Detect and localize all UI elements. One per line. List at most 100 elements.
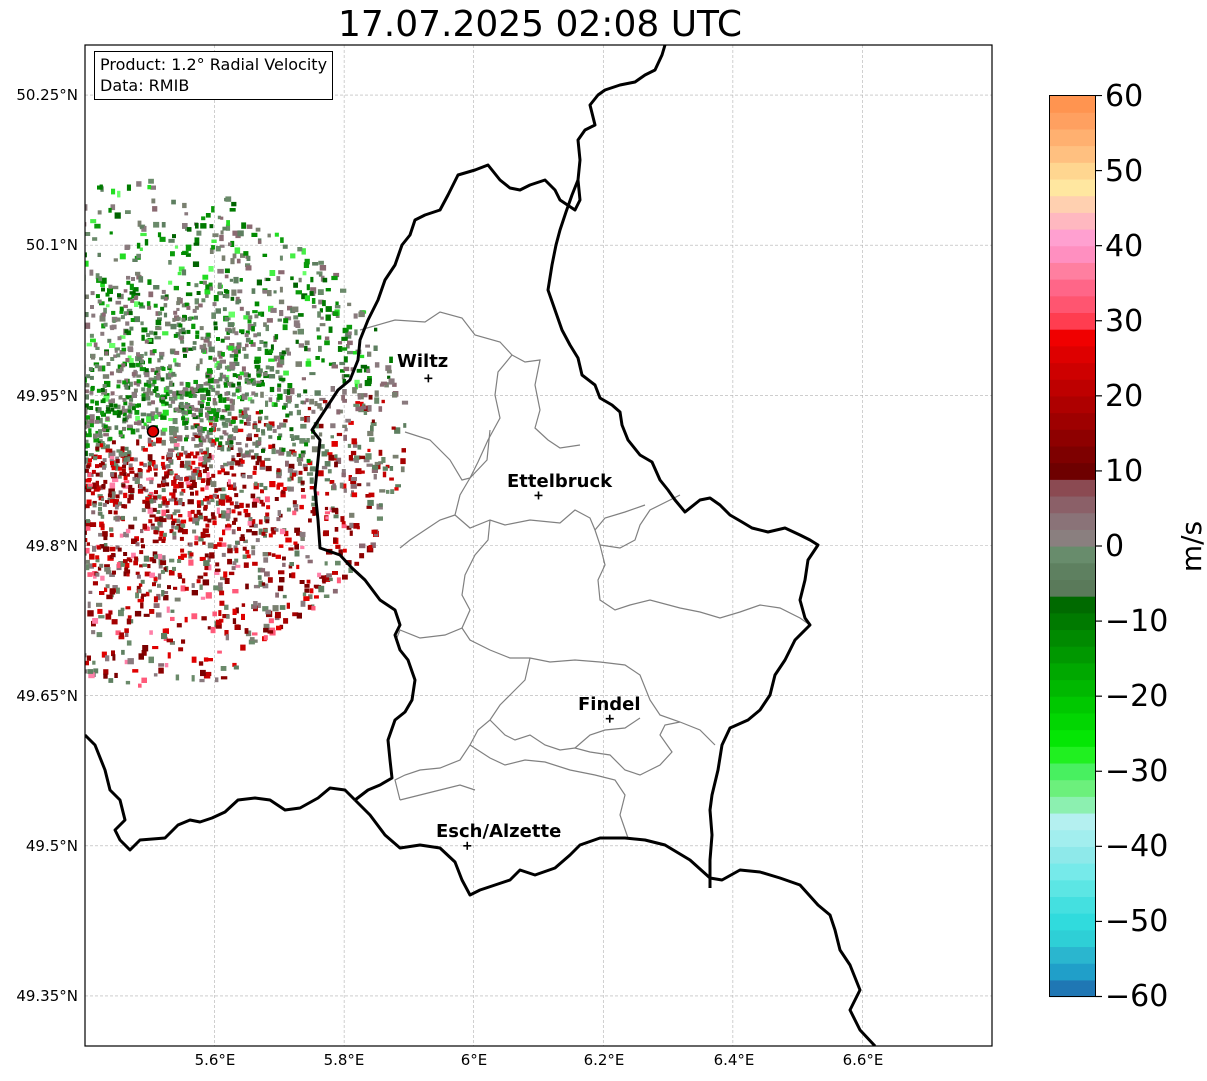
product-info-box: Product: 1.2° Radial Velocity Data: RMIB [94, 51, 334, 100]
colorbar-band [1049, 212, 1096, 230]
colorbar-band [1049, 362, 1096, 380]
product-label: Product: 1.2° Radial Velocity [100, 55, 328, 74]
lat-label: 49.8°N [25, 537, 78, 555]
city-label-esch-alzette: Esch/Alzette [436, 821, 562, 842]
colorbar-tick-label: 50 [1105, 154, 1144, 189]
colorbar-band [1049, 979, 1096, 998]
lon-label: 6.4°E [713, 1051, 755, 1069]
colorbar-band [1049, 779, 1096, 797]
colorbar-band [1049, 279, 1096, 297]
lat-label: 50.1°N [25, 236, 78, 254]
colorbar-band [1049, 345, 1096, 364]
city-marker [424, 374, 433, 383]
lon-label: 6°E [460, 1051, 488, 1069]
colorbar-band [1049, 629, 1096, 647]
colorbar-band [1049, 762, 1096, 781]
colorbar-tick-label: −20 [1105, 679, 1169, 714]
colorbar-tick-label: 20 [1105, 379, 1144, 414]
colorbar-band [1049, 746, 1096, 764]
radar-site-marker [146, 425, 160, 438]
colorbar-band [1049, 879, 1096, 897]
lat-label: 49.65°N [16, 687, 78, 705]
lon-label: 5.6°E [194, 1051, 236, 1069]
data-source-label: Data: RMIB [100, 76, 190, 95]
lon-label: 5.8°E [323, 1051, 365, 1069]
colorbar-band [1049, 379, 1096, 397]
colorbar-band [1049, 429, 1096, 447]
colorbar-band [1049, 262, 1096, 280]
lat-label: 50.25°N [16, 86, 78, 104]
colorbar-band [1049, 679, 1096, 697]
lat-label: 49.5°N [25, 837, 78, 855]
colorbar-tick-label: −60 [1105, 979, 1169, 1014]
colorbar-band [1049, 412, 1096, 430]
colorbar-band [1049, 295, 1096, 314]
colorbar-band [1049, 195, 1096, 213]
colorbar-band [1049, 445, 1096, 464]
colorbar-band [1049, 579, 1096, 597]
colorbar-tick-label: 40 [1105, 229, 1144, 264]
city-label-findel: Findel [578, 694, 641, 715]
colorbar-band [1049, 712, 1096, 731]
colorbar-band [1049, 946, 1096, 964]
colorbar-band [1049, 562, 1096, 580]
colorbar-band [1049, 145, 1096, 163]
country-borders [85, 45, 877, 1046]
colorbar-tick-label: −40 [1105, 829, 1169, 864]
colorbar-band [1049, 395, 1096, 414]
colorbar-band [1049, 228, 1096, 247]
city-markers [424, 374, 614, 850]
colorbar [1049, 95, 1102, 998]
colorbar-band [1049, 178, 1096, 197]
colorbar-band [1049, 696, 1096, 714]
lat-label: 49.95°N [16, 387, 78, 405]
colorbar-band [1049, 646, 1096, 664]
colorbar-band [1049, 479, 1096, 497]
colorbar-band [1049, 896, 1096, 914]
lon-label: 6.2°E [583, 1051, 625, 1069]
colorbar-tick-label: 0 [1105, 529, 1125, 564]
city-marker [534, 491, 543, 500]
radar-echo-layer [85, 178, 409, 688]
colorbar-band [1049, 112, 1096, 130]
colorbar-band [1049, 846, 1096, 864]
colorbar-tick-label: −30 [1105, 754, 1169, 789]
map-border [84, 44, 993, 1047]
colorbar-band [1049, 596, 1096, 614]
colorbar-unit-label: m/s [1175, 520, 1207, 573]
colorbar-band [1049, 462, 1096, 480]
colorbar-band [1049, 512, 1096, 530]
colorbar-band [1049, 812, 1096, 831]
colorbar-tick-label: −50 [1105, 904, 1169, 939]
colorbar-tick-label: 30 [1105, 304, 1144, 339]
colorbar-tick-label: 60 [1105, 79, 1144, 114]
colorbar-band [1049, 612, 1096, 631]
colorbar-band [1049, 495, 1096, 514]
colorbar-band [1049, 95, 1096, 113]
colorbar-band [1049, 729, 1096, 747]
colorbar-band [1049, 796, 1096, 814]
colorbar-band [1049, 662, 1096, 681]
colorbar-band [1049, 329, 1096, 347]
colorbar-band [1049, 546, 1096, 564]
lat-label: 49.35°N [16, 987, 78, 1005]
map-title: 17.07.2025 02:08 UTC [337, 4, 743, 45]
colorbar-tick-label: −10 [1105, 604, 1169, 639]
colorbar-band [1049, 863, 1096, 881]
colorbar-band [1049, 829, 1096, 847]
colorbar-band [1049, 128, 1096, 147]
canton-borders [359, 311, 811, 839]
colorbar-band [1049, 312, 1096, 330]
colorbar-band [1049, 913, 1096, 931]
colorbar-band [1049, 245, 1096, 263]
city-label-ettelbruck: Ettelbruck [507, 471, 613, 492]
colorbar-tick-label: 10 [1105, 454, 1144, 489]
map-frame [84, 44, 993, 1047]
colorbar-band [1049, 929, 1096, 948]
colorbar-band [1049, 529, 1096, 547]
lon-label: 6.6°E [842, 1051, 884, 1069]
colorbar-band [1049, 963, 1096, 981]
colorbar-band [1049, 162, 1096, 180]
city-marker [605, 714, 614, 723]
city-label-wiltz: Wiltz [397, 351, 449, 372]
